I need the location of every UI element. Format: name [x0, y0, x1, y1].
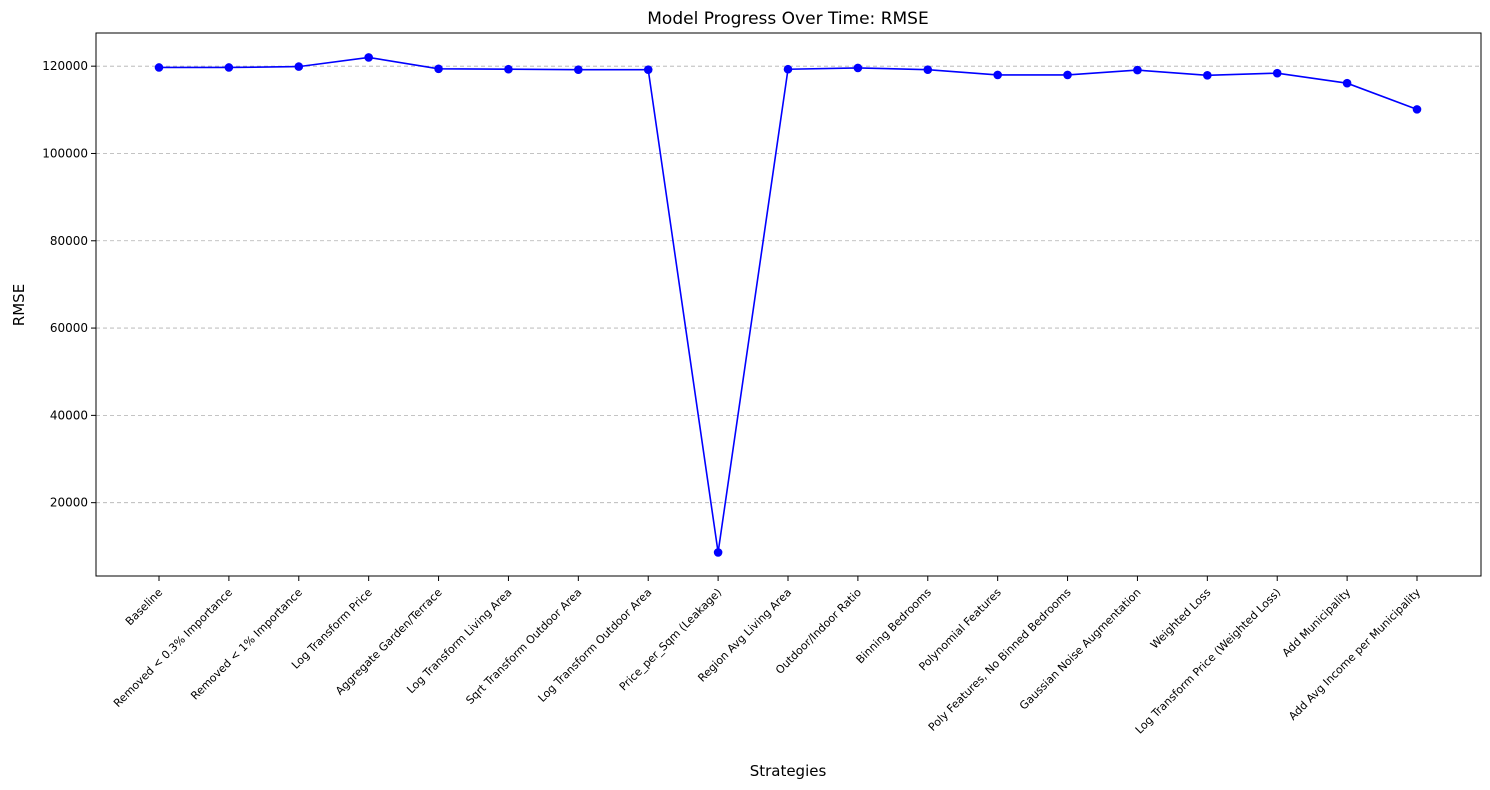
y-axis-label: RMSE: [10, 284, 28, 326]
data-point: [154, 63, 164, 72]
y-tick-label: 40000: [50, 408, 88, 422]
x-tick-label: Removed < 1% Importance: [188, 586, 305, 703]
x-tick-label: Binning Bedrooms: [854, 586, 934, 666]
series-rmse: [154, 53, 1422, 557]
x-tick-label: Add Municipality: [1280, 586, 1354, 660]
data-point: [1342, 78, 1352, 88]
data-point: [294, 62, 304, 71]
x-tick-label: Poly Features, No Binned Bedrooms: [926, 586, 1074, 734]
axes: [95, 32, 1482, 577]
x-tick-label: Log Transform Price (Weighted Loss): [1133, 586, 1284, 737]
data-point: [1063, 70, 1072, 80]
data-point: [364, 53, 373, 62]
data-point: [504, 64, 513, 74]
x-tick-label: Weighted Loss: [1148, 586, 1214, 652]
data-point: [643, 65, 653, 74]
data-point: [713, 548, 723, 557]
data-point: [923, 65, 933, 74]
plot-frame: [95, 32, 1482, 577]
data-point: [224, 63, 234, 72]
data-point: [1272, 68, 1282, 78]
y-tick-label: 80000: [50, 234, 88, 248]
x-axis-label: Strategies: [750, 762, 827, 780]
data-point: [1412, 105, 1422, 114]
data-point: [853, 63, 863, 73]
series-line: [159, 56, 1418, 553]
gridlines: [96, 65, 1481, 504]
y-tick-label: 120000: [42, 59, 88, 73]
x-tick-label: Baseline: [123, 586, 165, 628]
x-tick-label: Log Transform Outdoor Area: [535, 586, 654, 705]
y-tick-label: 60000: [50, 321, 88, 335]
data-point: [1203, 71, 1212, 80]
data-point: [783, 64, 793, 74]
x-tick-label: Add Avg Income per Municipality: [1286, 586, 1423, 723]
chart-title: Model Progress Over Time: RMSE: [647, 9, 928, 29]
y-tick-label: 100000: [42, 146, 88, 160]
y-tick-label: 20000: [50, 496, 88, 510]
data-point: [434, 64, 443, 74]
x-tick-label: Gaussian Noise Augmentation: [1017, 586, 1144, 713]
y-ticks: 20000 40000 60000 80000 100000 120000: [42, 59, 96, 510]
data-point: [1133, 65, 1142, 75]
data-point: [993, 70, 1002, 80]
data-point: [574, 65, 583, 74]
x-tick-label: Removed < 0.3% Importance: [111, 586, 235, 710]
x-tick-label: Sqrt Transform Outdoor Area: [463, 586, 584, 707]
